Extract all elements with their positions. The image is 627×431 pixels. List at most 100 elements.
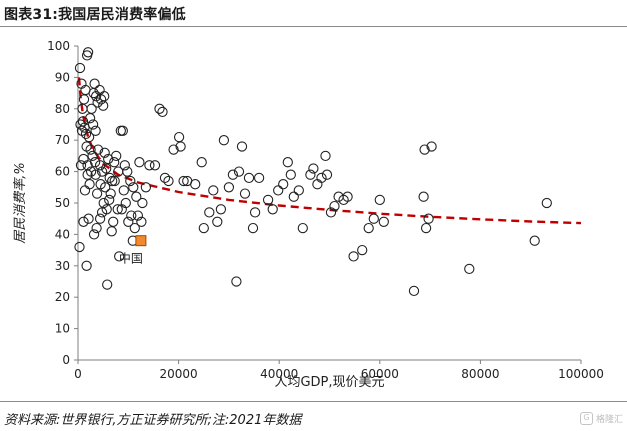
data-point — [178, 175, 189, 187]
footer-bar: 资料来源:世界银行,方正证券研究所;注:2021年数据 G 格隆汇 — [0, 401, 627, 431]
data-point — [157, 106, 168, 118]
data-point — [204, 207, 215, 218]
data-point — [92, 144, 104, 155]
data-point — [105, 188, 116, 199]
data-point — [223, 182, 235, 193]
data-point — [74, 241, 85, 253]
y-tick-label: 70 — [55, 133, 70, 147]
data-point — [76, 125, 88, 136]
data-point — [125, 175, 136, 187]
x-tick-label: 80000 — [461, 367, 499, 381]
data-point — [128, 182, 139, 193]
data-point — [83, 213, 94, 224]
data-point — [131, 191, 142, 202]
data-point — [243, 172, 255, 184]
data-point — [231, 276, 242, 287]
data-point — [198, 222, 209, 234]
china-label: 中国 — [119, 251, 143, 266]
y-tick-label: 10 — [55, 322, 70, 336]
data-point — [104, 194, 115, 206]
data-point — [149, 160, 161, 171]
data-point — [325, 207, 337, 218]
data-point — [75, 160, 87, 171]
data-point — [79, 185, 91, 196]
data-point — [316, 172, 327, 184]
data-point — [357, 244, 368, 256]
data-point — [305, 169, 316, 180]
x-axis-title: 人均GDP,现价美元 — [274, 375, 384, 390]
data-point — [101, 163, 112, 174]
data-point — [75, 119, 86, 130]
data-point — [83, 131, 95, 143]
data-point — [84, 179, 95, 190]
x-tick-label: 40000 — [260, 367, 298, 381]
watermark-logo-icon: G — [579, 412, 593, 425]
data-point — [420, 222, 432, 234]
data-point — [159, 172, 171, 184]
data-point — [109, 157, 120, 168]
data-point — [212, 216, 223, 227]
data-point — [190, 179, 201, 190]
data-point — [348, 251, 359, 262]
x-tick-label: 60000 — [361, 367, 399, 381]
data-point — [82, 47, 94, 58]
data-point — [293, 185, 304, 196]
data-point — [136, 216, 147, 227]
data-point — [464, 263, 475, 275]
data-point — [87, 119, 99, 130]
data-point — [426, 141, 437, 152]
y-tick-label: 80 — [55, 102, 70, 116]
data-point — [418, 191, 429, 202]
data-point — [108, 216, 119, 227]
data-point — [90, 125, 101, 136]
title-bar: 图表31:我国居民消费率偏低 — [0, 0, 627, 27]
data-point — [175, 141, 186, 152]
data-point — [111, 150, 122, 162]
data-point — [163, 175, 174, 187]
data-point — [308, 163, 319, 174]
china-marker — [135, 235, 147, 247]
data-point — [423, 213, 434, 224]
data-point — [118, 185, 129, 196]
data-point — [101, 204, 112, 215]
data-point — [91, 222, 102, 234]
data-point — [374, 194, 385, 206]
data-point — [288, 191, 299, 202]
watermark: G 格隆汇 — [579, 412, 623, 425]
data-point — [98, 197, 109, 209]
data-point — [363, 222, 374, 234]
data-point — [227, 169, 239, 180]
data-point — [120, 197, 131, 209]
watermark-text: 格隆汇 — [595, 415, 623, 425]
source-note: 资料来源:世界银行,方正证券研究所;注:2021年数据 — [4, 413, 302, 428]
data-point — [87, 150, 98, 162]
data-point — [297, 222, 308, 234]
data-point — [102, 279, 113, 290]
data-point — [88, 229, 100, 240]
chart-title: 图表31:我国居民消费率偏低 — [4, 7, 186, 23]
data-point — [115, 125, 126, 136]
data-point — [89, 78, 100, 89]
data-point — [94, 213, 106, 224]
data-point — [100, 182, 111, 193]
data-point — [119, 160, 130, 171]
data-point — [154, 103, 165, 114]
data-point — [114, 251, 125, 262]
data-point — [329, 200, 340, 212]
data-point — [168, 144, 179, 155]
y-axis-title: 居民消费率,% — [12, 162, 28, 244]
data-point — [81, 260, 92, 271]
data-point — [90, 91, 102, 102]
data-point — [378, 216, 389, 227]
data-point — [262, 194, 274, 206]
data-point — [95, 94, 107, 105]
data-point — [109, 175, 120, 187]
data-point — [342, 191, 353, 202]
data-point — [98, 100, 109, 111]
y-tick-label: 0 — [62, 353, 70, 367]
data-point — [239, 188, 251, 199]
data-point — [106, 226, 117, 237]
y-tick-label: 50 — [55, 196, 70, 210]
data-point — [74, 62, 86, 74]
data-point — [408, 285, 420, 297]
